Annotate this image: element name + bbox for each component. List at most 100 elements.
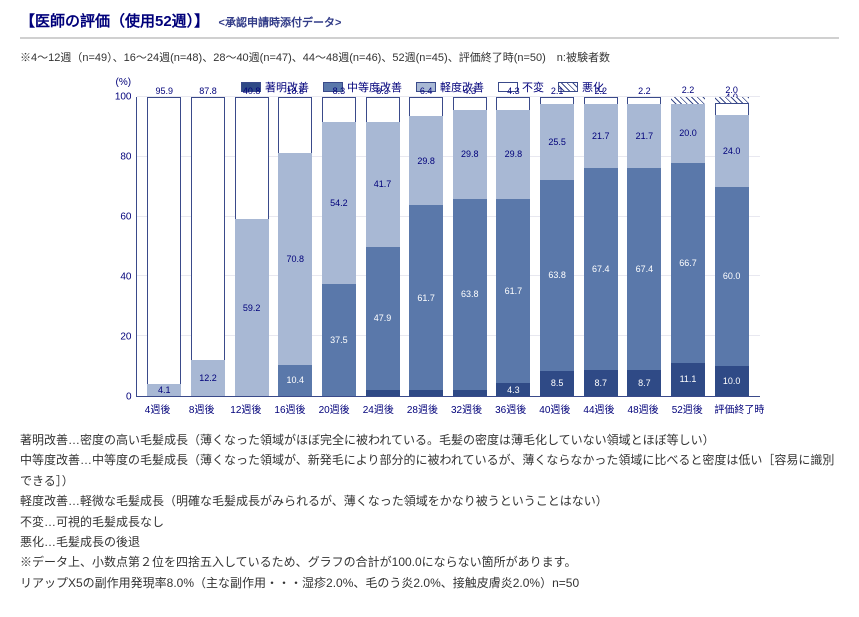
legend-label: 中等度改善 [347,79,402,95]
bar-segment: 8.7 [584,370,618,396]
bar-segment: 8.5 [540,371,574,396]
segment-value-label: 8.3 [333,86,346,96]
description-line: 軽度改善…軽微な毛髪成長（明確な毛髪成長がみられるが、薄くなった領域をかなり被う… [20,491,839,511]
segment-value-label: 47.9 [374,313,392,323]
segment-value-label: 67.4 [636,264,654,274]
bar-segment: 8.3 [366,97,400,122]
segment-value-label: 10.0 [723,376,741,386]
bar-segment: 37.5 [322,284,356,396]
bar-segment: 2.2 [671,97,705,104]
segment-value-label: 10.4 [286,375,304,385]
segment-value-label: 25.5 [548,137,566,147]
x-tick: 20週後 [317,401,351,416]
segment-value-label: 2.2 [682,85,695,95]
bar-segment: 8.3 [322,97,356,122]
bar-segment: 61.7 [496,199,530,383]
page-header: 【医師の評価（使用52週）】 <承認申請時添付データ> [20,10,839,39]
bar: 59.240.8 [235,97,269,396]
segment-value-label: 21.7 [636,131,654,141]
legend-label: 不変 [522,79,544,95]
y-tick: 40 [120,272,131,283]
y-tick: 60 [120,212,131,223]
bar-segment: 4.3 [496,97,530,110]
bar-segment: 29.8 [453,110,487,199]
x-tick: 44週後 [582,401,616,416]
bar-segment: 24.0 [715,115,749,187]
descriptions: 著明改善…密度の高い毛髪成長（薄くなった領域がほぼ完全に被われている。毛髪の密度… [20,430,839,593]
bar-segment: 67.4 [627,168,661,370]
x-tick: 36週後 [494,401,528,416]
segment-value-label: 95.9 [156,86,174,96]
y-axis: 020406080100 [100,97,136,397]
bar-segment: 25.5 [540,104,574,180]
bar-segment: 4.3 [453,97,487,110]
bar-segment: 29.8 [409,116,443,205]
bar-segment [453,390,487,396]
x-tick: 48週後 [626,401,660,416]
bar-segment: 2.2 [584,97,618,104]
bar-segment: 63.8 [453,199,487,390]
bar: 47.9 41.7 8.3 [366,97,400,396]
x-tick: 12週後 [229,401,263,416]
segment-value-label: 6.4 [420,86,433,96]
description-line: 不変…可視的毛髪成長なし [20,512,839,532]
segment-value-label: 40.8 [243,86,261,96]
bar-segment: 66.7 [671,163,705,362]
segment-value-label: 61.7 [505,286,523,296]
sample-size-note: ※4～12週（n=49）、16～24週(n=48)、28～40週(n=47)、4… [20,49,839,65]
bar-segment: 67.4 [584,168,618,370]
segment-value-label: 29.8 [461,149,479,159]
segment-value-label: 87.8 [199,86,217,96]
bar-segment: 41.7 [366,122,400,247]
bar-segment: 2.1 [540,97,574,103]
segment-value-label: 8.5 [551,378,564,388]
bar-segment: 10.4 [278,365,312,396]
bar-segment: 18.8 [278,97,312,153]
x-tick: 32週後 [450,401,484,416]
chart-container: 著明改善中等度改善軽度改善不変悪化 (%) 020406080100 4.195… [100,79,760,416]
y-axis-unit: (%) [116,77,132,88]
bar-segment: 59.2 [235,219,269,396]
segment-value-label: 8.7 [638,378,651,388]
segment-value-label: 18.8 [286,86,304,96]
segment-value-label: 20.0 [679,128,697,138]
segment-value-label: 60.0 [723,271,741,281]
segment-value-label: 41.7 [374,179,392,189]
x-tick: 40週後 [538,401,572,416]
bar-segment [366,390,400,396]
segment-value-label: 29.8 [417,156,435,166]
segment-value-label: 63.8 [548,270,566,280]
segment-value-label: 24.0 [723,146,741,156]
segment-value-label: 21.7 [592,131,610,141]
segment-value-label: 63.8 [461,289,479,299]
bar-segment: 4.1 [147,384,181,396]
bar-segment: 61.7 [409,205,443,389]
segment-value-label: 66.7 [679,258,697,268]
bar-segment: 87.8 [191,97,225,360]
bar: 4.195.9 [147,97,181,396]
page-title: 【医師の評価（使用52週）】 [20,13,209,30]
segment-value-label: 54.2 [330,198,348,208]
page-subtitle: <承認申請時添付データ> [219,17,342,29]
bar-segment: 60.0 [715,187,749,366]
bar-segment: 11.1 [671,363,705,396]
bar-segment: 40.8 [235,97,269,219]
x-tick: 52週後 [670,401,704,416]
bar-segment: 54.2 [322,122,356,284]
description-line: 悪化…毛髪成長の後退 [20,532,839,552]
description-line: リアップX5の副作用発現率8.0%（主な副作用・・・湿疹2.0%、毛のう炎2.0… [20,573,839,593]
bar: 8.5 63.8 25.5 2.1 [540,97,574,396]
segment-value-label: 67.4 [592,264,610,274]
segment-value-label: 11.1 [680,374,697,384]
bar-segment: 6.4 [409,97,443,116]
x-tick: 8週後 [185,401,219,416]
y-tick: 20 [120,332,131,343]
bar-segment: 8.7 [627,370,661,396]
description-line: 著明改善…密度の高い毛髪成長（薄くなった領域がほぼ完全に被われている。毛髪の密度… [20,430,839,450]
bar-segment: 70.8 [278,153,312,365]
segment-value-label: 4.3 [507,385,520,395]
bar: 8.767.421.72.2 [627,97,661,396]
legend-label: 軽度改善 [440,79,484,95]
segment-value-label: 4.1 [158,385,171,395]
segment-value-label: 4.3 [507,86,520,96]
